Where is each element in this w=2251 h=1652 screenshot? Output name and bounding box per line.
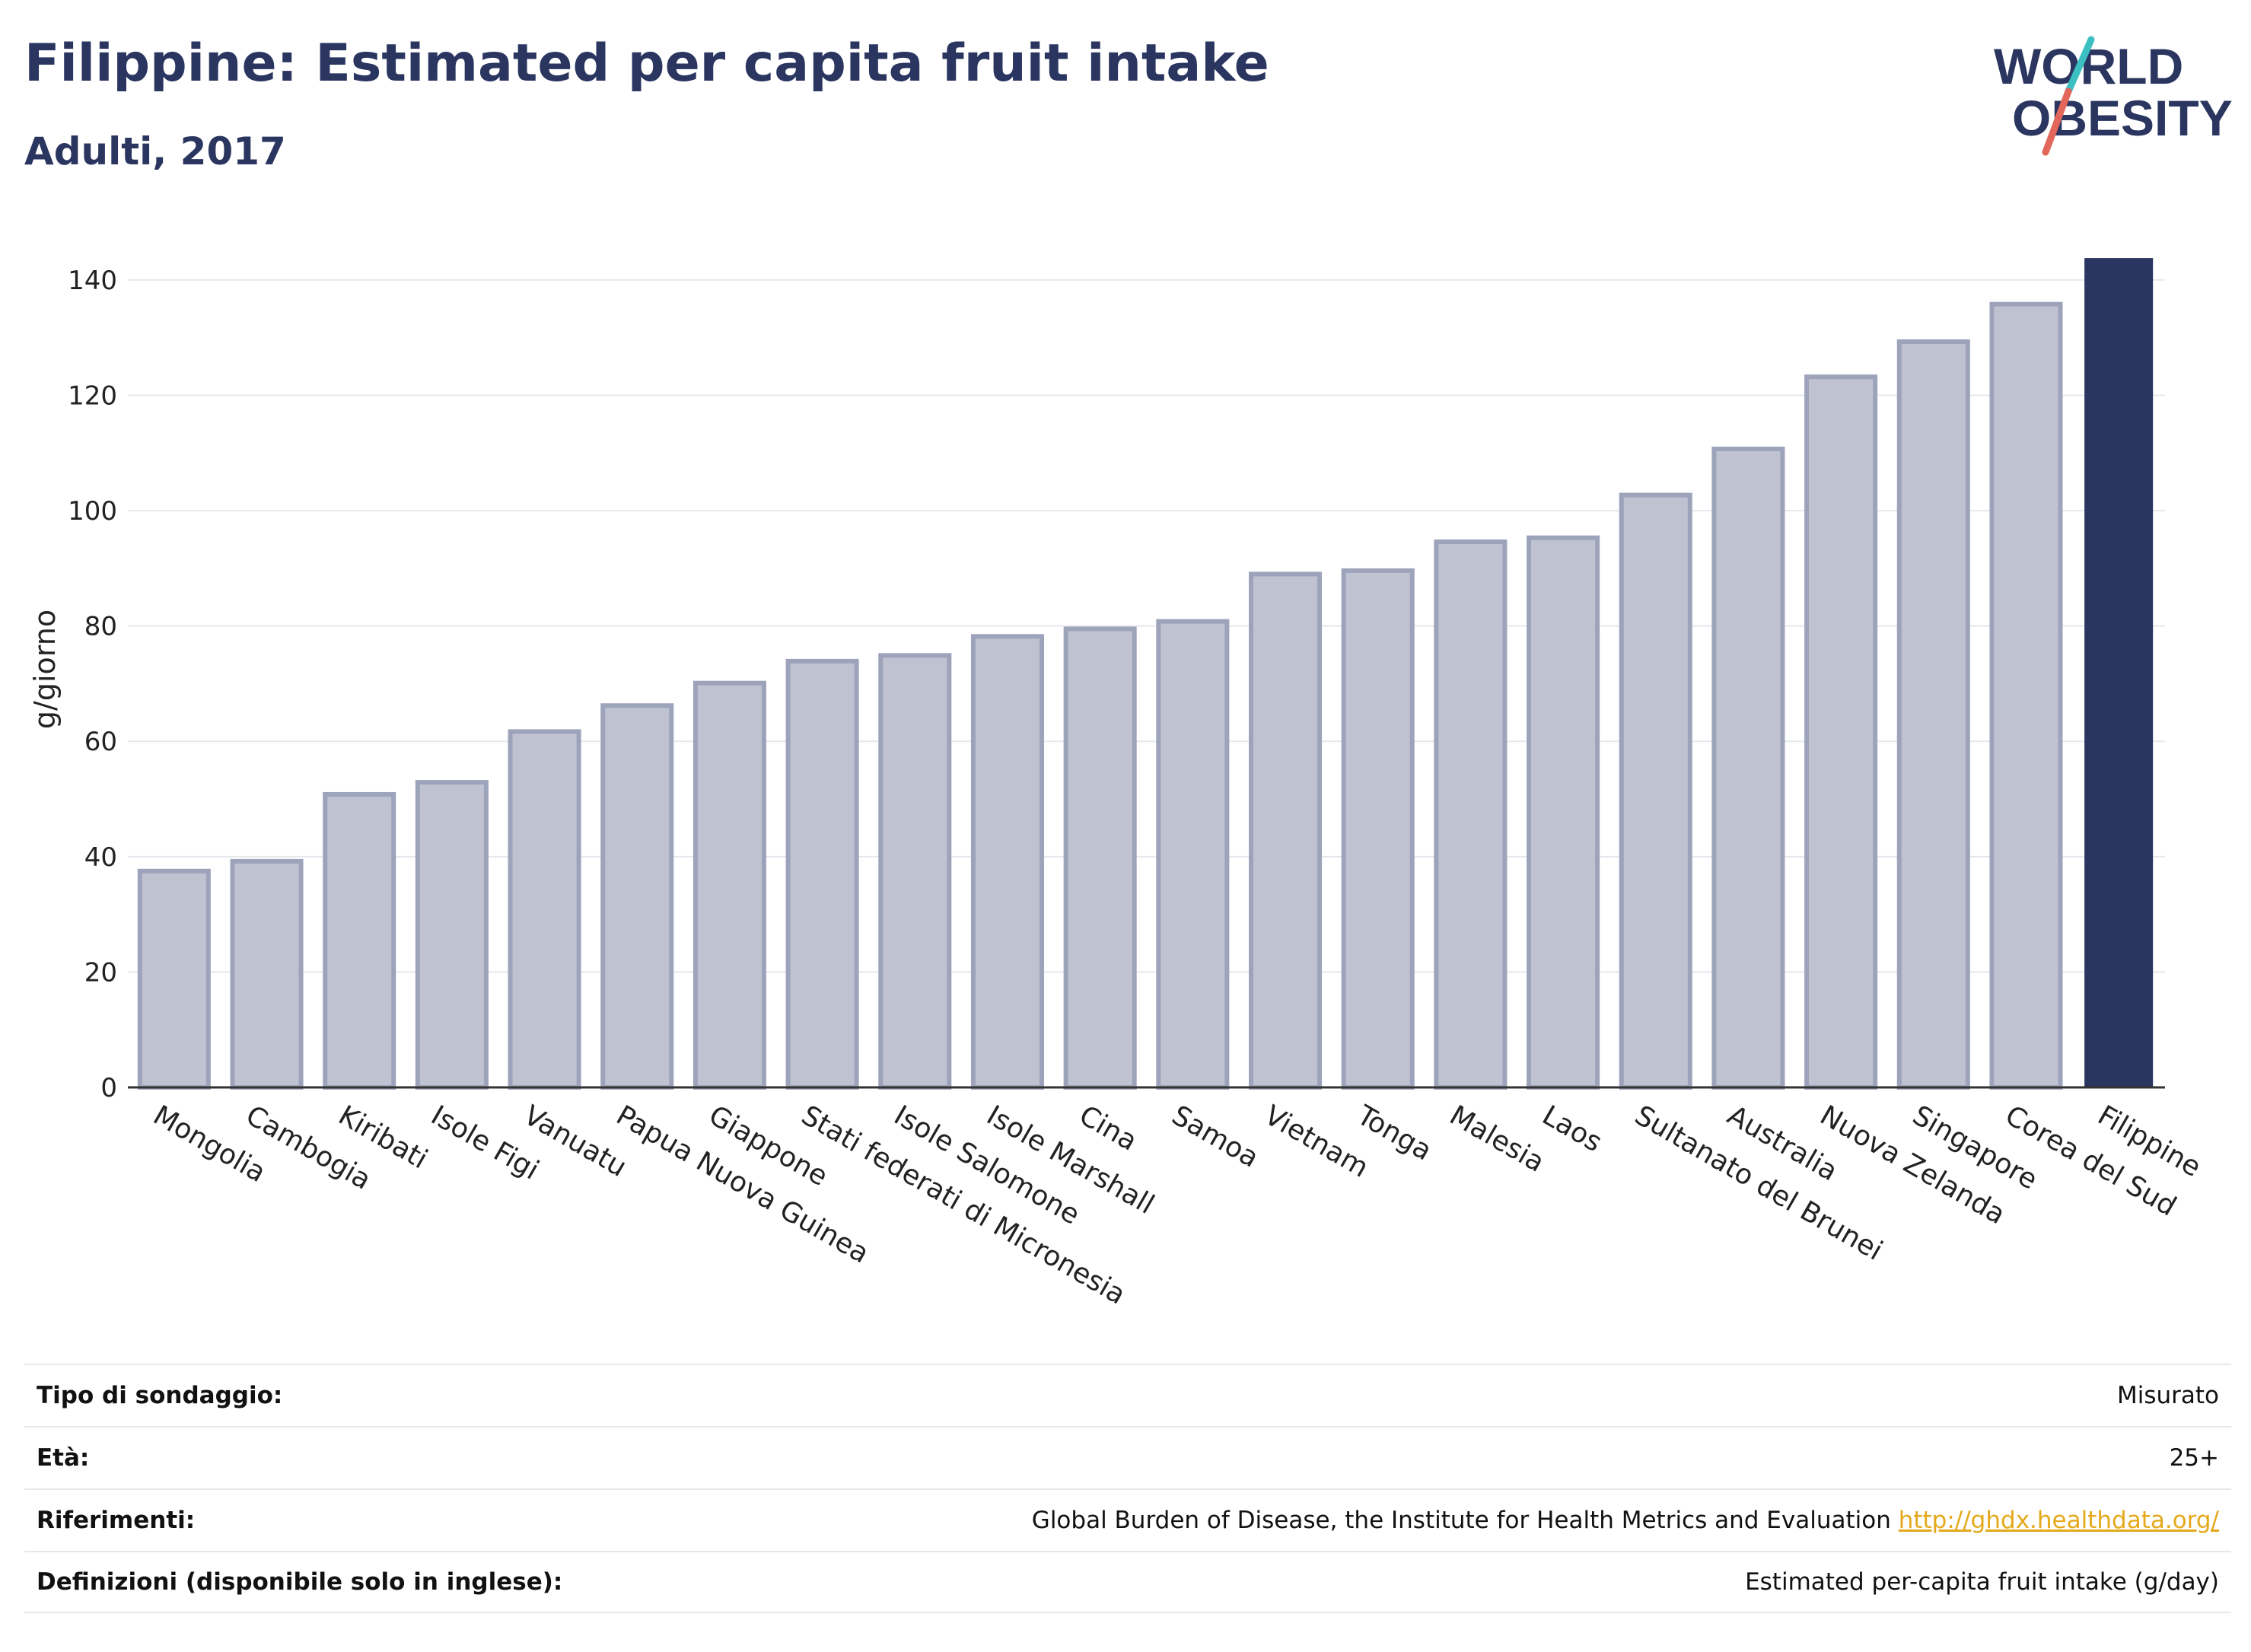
bar bbox=[1249, 571, 1323, 1090]
x-tick-label: Samoa bbox=[1167, 1100, 1264, 1174]
info-value: Misurato bbox=[2116, 1382, 2219, 1409]
info-value: Estimated per-capita fruit intake (g/day… bbox=[1745, 1568, 2219, 1596]
y-tick-label: 140 bbox=[68, 266, 117, 296]
y-tick-label: 0 bbox=[100, 1073, 117, 1103]
world-obesity-logo: WORLD OBESITY bbox=[1994, 36, 2233, 156]
info-row-definitions: Definizioni (disponibile solo in inglese… bbox=[24, 1551, 2231, 1613]
info-row-survey-type: Tipo di sondaggio: Misurato bbox=[24, 1364, 2231, 1426]
x-tick-label: Cina bbox=[1074, 1100, 1142, 1157]
chart-subtitle: Adulti, 2017 bbox=[24, 129, 286, 173]
y-tick-label: 80 bbox=[84, 612, 117, 642]
info-value: Global Burden of Disease, the Institute … bbox=[1032, 1507, 2219, 1534]
bar bbox=[1156, 619, 1230, 1090]
bar bbox=[1527, 535, 1600, 1090]
info-table: Tipo di sondaggio: Misurato Età: 25+ Rif… bbox=[24, 1364, 2231, 1613]
y-tick-label: 120 bbox=[68, 380, 117, 411]
bar bbox=[1341, 568, 1415, 1090]
reference-text: Global Burden of Disease, the Institute … bbox=[1031, 1507, 1891, 1534]
x-tick-label: Vietnam bbox=[1259, 1100, 1374, 1184]
info-value: 25+ bbox=[2169, 1444, 2219, 1472]
bar bbox=[1989, 301, 2063, 1090]
bar bbox=[1434, 539, 1508, 1090]
bar bbox=[785, 658, 859, 1090]
highlight-bar bbox=[2084, 258, 2154, 1087]
bar bbox=[1619, 492, 1692, 1090]
y-tick-label: 100 bbox=[68, 496, 117, 527]
bar bbox=[600, 703, 674, 1090]
bar bbox=[230, 858, 304, 1090]
reference-link[interactable]: http://ghdx.healthdata.org/ bbox=[1898, 1507, 2219, 1534]
bar-chart: 020406080100120140g/giornoMongoliaCambog… bbox=[28, 258, 2206, 1311]
info-label: Età: bbox=[37, 1444, 90, 1472]
info-label: Riferimenti: bbox=[37, 1507, 196, 1534]
x-tick-label: Malesia bbox=[1444, 1100, 1549, 1179]
bar bbox=[970, 634, 1044, 1090]
bar bbox=[137, 868, 211, 1090]
bar bbox=[1711, 446, 1785, 1090]
info-row-references: Riferimenti: Global Burden of Disease, t… bbox=[24, 1488, 2231, 1551]
bar bbox=[692, 680, 766, 1090]
bar bbox=[878, 653, 952, 1090]
bar bbox=[1804, 374, 1878, 1090]
bar bbox=[1896, 339, 1970, 1090]
chart-title: Filippine: Estimated per capita fruit in… bbox=[24, 33, 1269, 94]
bar bbox=[1063, 626, 1137, 1090]
bar bbox=[508, 729, 581, 1090]
y-axis-label: g/giorno bbox=[28, 610, 62, 729]
y-tick-label: 60 bbox=[84, 727, 117, 757]
info-label: Tipo di sondaggio: bbox=[37, 1382, 283, 1409]
info-row-age: Età: 25+ bbox=[24, 1426, 2231, 1488]
info-label: Definizioni (disponibile solo in inglese… bbox=[37, 1568, 563, 1596]
logo-slash-red bbox=[2042, 88, 2072, 156]
bar bbox=[415, 780, 489, 1090]
y-tick-label: 20 bbox=[84, 957, 117, 988]
logo-slash-teal bbox=[2065, 36, 2095, 95]
bar bbox=[323, 791, 396, 1090]
y-tick-label: 40 bbox=[84, 842, 117, 873]
